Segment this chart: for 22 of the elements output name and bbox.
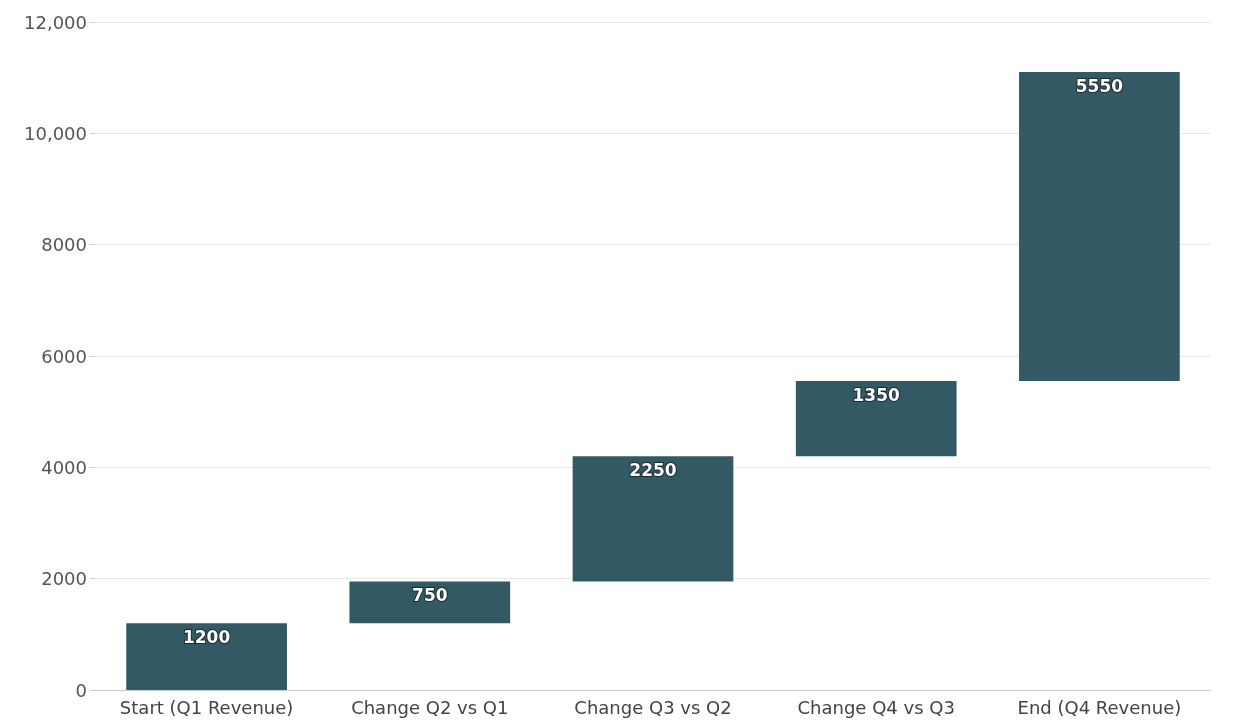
- bar: [795, 381, 957, 457]
- y-tick-label: 4000: [41, 456, 87, 478]
- x-tick-label: End (Q4 Revenue): [1017, 696, 1182, 718]
- y-tick-label: 0: [75, 679, 87, 701]
- bar: [126, 623, 287, 690]
- y-tick-label: 8000: [41, 234, 87, 256]
- y-tick-label: 6000: [41, 345, 87, 367]
- x-tick-label: Change Q4 vs Q3: [797, 696, 955, 718]
- bar: [1019, 72, 1180, 382]
- x-tick-label: Change Q2 vs Q1: [351, 696, 509, 718]
- y-tick-label: 10,000: [24, 122, 87, 144]
- bar: [349, 581, 511, 624]
- data-label: 2250: [629, 459, 677, 480]
- data-label: 1350: [852, 384, 901, 405]
- data-label: 750: [412, 584, 448, 605]
- data-label: 5550: [1075, 75, 1124, 96]
- x-tick-label: Start (Q1 Revenue): [119, 696, 294, 718]
- data-label: 1200: [182, 626, 231, 647]
- bar: [572, 456, 734, 582]
- x-tick-label: Change Q3 vs Q2: [574, 696, 732, 718]
- y-tick-label: 12,000: [24, 11, 87, 33]
- y-tick-label: 2000: [41, 568, 87, 590]
